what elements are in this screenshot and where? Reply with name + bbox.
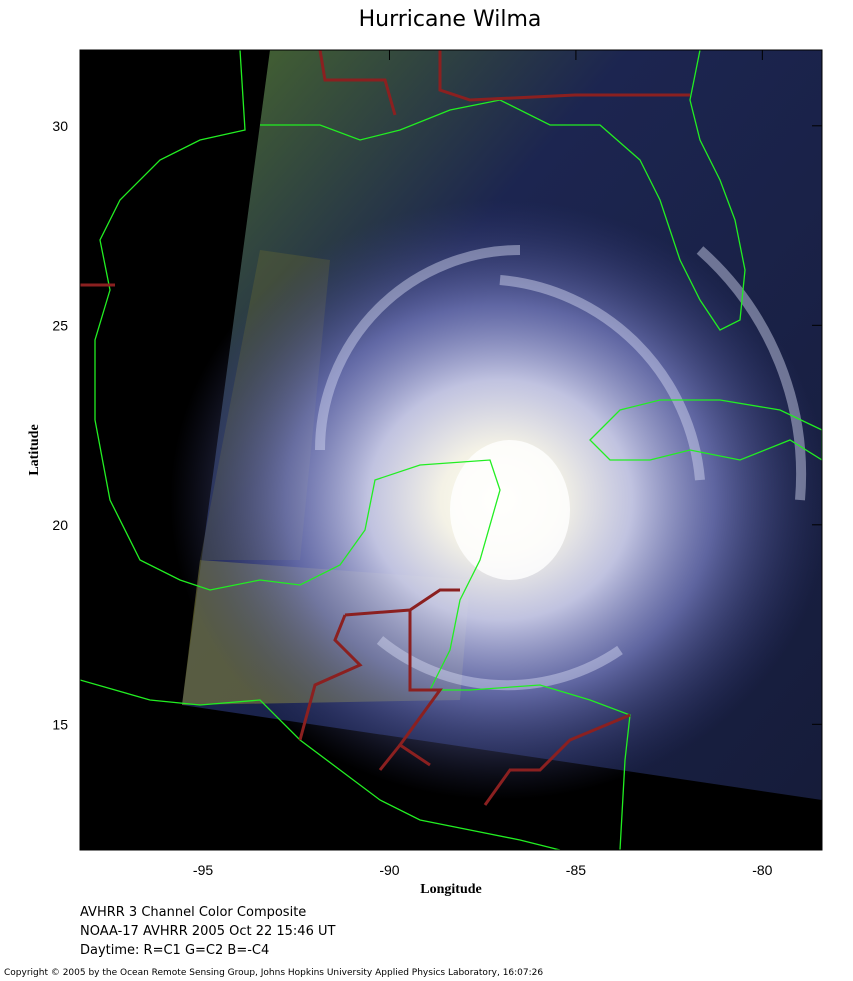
y-tick-label: 30 [52,118,68,134]
x-axis-label: Longitude [420,882,481,897]
x-tick-label: -85 [566,862,586,878]
y-tick-label: 15 [52,716,68,732]
map-image [80,50,822,850]
plot-frame [79,49,823,851]
y-tick-label: 20 [52,517,68,533]
caption-line: Daytime: R=C1 G=C2 B=-C4 [80,943,269,958]
y-tick-label: 25 [52,317,68,333]
y-axis-label: Latitude [27,424,42,475]
caption-line: AVHRR 3 Channel Color Composite [80,905,306,920]
coastlines [80,50,822,850]
borders [80,50,690,806]
x-tick-label: -90 [379,862,399,878]
x-tick-label: -95 [193,862,213,878]
x-tick-label: -80 [752,862,772,878]
caption-line: NOAA-17 AVHRR 2005 Oct 22 15:46 UT [80,924,335,939]
title: Hurricane Wilma [359,7,542,32]
copyright: Copyright © 2005 by the Ocean Remote Sen… [4,968,543,978]
